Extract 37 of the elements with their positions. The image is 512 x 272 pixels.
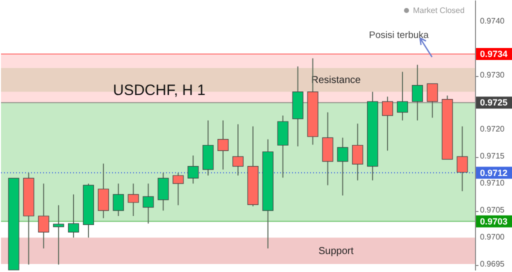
candlestick [322, 112, 334, 186]
y-tick-label: 0.9730 [480, 70, 506, 80]
candlestick [38, 183, 50, 249]
candlestick [188, 155, 199, 184]
y-tick-label: 0.9720 [480, 124, 506, 134]
candlestick [426, 83, 438, 118]
y-tick-label: 0.9700 [480, 232, 506, 242]
candlestick [396, 71, 408, 121]
candlestick [112, 183, 124, 216]
candlestick [218, 120, 229, 170]
ref-line-label: 0.9703 [480, 216, 508, 226]
annotation: Posisi terbuka [369, 30, 430, 41]
y-tick-label: 0.9715 [480, 152, 506, 161]
y-tick-label: 0.9705 [480, 206, 506, 215]
ref-line-label: 0.9734 [480, 49, 508, 59]
annotation: Market Closed [413, 6, 465, 15]
candlestick [172, 172, 184, 206]
candlestick [128, 183, 139, 216]
candlestick [382, 96, 394, 152]
candlestick [352, 123, 364, 181]
candlestick [158, 172, 169, 212]
candlestick [232, 124, 244, 176]
candlestick [277, 115, 288, 178]
candlestick [68, 194, 80, 238]
candlestick [142, 183, 154, 224]
y-tick-label: 0.9695 [480, 260, 506, 269]
candlestick [337, 137, 348, 196]
candlestick [53, 204, 64, 266]
ref-line-label: 0.9712 [480, 168, 508, 178]
text: USDCHF, H 1 [113, 82, 206, 99]
candlestick [98, 163, 109, 219]
candlestick [456, 126, 468, 192]
ref-line-label: 0.9725 [480, 98, 508, 108]
band-label: Support [318, 246, 354, 257]
y-tick-label: 0.9710 [480, 178, 506, 188]
candlestick [412, 64, 423, 121]
y-tick-label: 0.9740 [480, 16, 506, 26]
